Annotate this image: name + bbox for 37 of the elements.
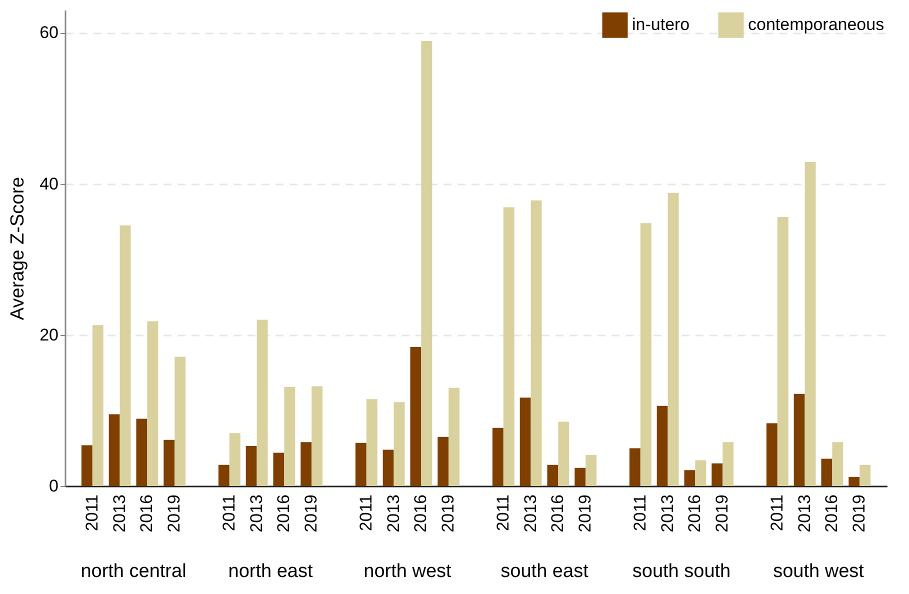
x-tick-label: 2016 <box>685 494 704 532</box>
y-axis-title: Average Z-Score <box>8 176 29 320</box>
x-tick-label: 2019 <box>850 494 869 532</box>
x-tick-label: 2011 <box>630 494 650 532</box>
x-tick-label: 2013 <box>384 494 403 532</box>
text: north east <box>228 561 314 582</box>
x-tick-label: 2019 <box>164 494 184 532</box>
text: north west <box>364 561 452 582</box>
y-tick-label: 40 <box>40 174 58 194</box>
y-tick-label: 0 <box>49 476 58 496</box>
text: south west <box>773 561 865 582</box>
text: north central <box>80 561 186 582</box>
x-tick-label: 2013 <box>794 494 814 532</box>
x-tick-label: 2016 <box>822 494 842 532</box>
x-tick-label: 2016 <box>411 494 430 532</box>
x-tick-label: 2011 <box>767 494 786 532</box>
x-tick-label: 2016 <box>274 494 294 532</box>
x-tick-label: 2011 <box>82 494 102 532</box>
x-tick-label: 2011 <box>493 494 512 532</box>
x-tick-label: 2016 <box>548 494 568 532</box>
x-tick-label: 2013 <box>246 494 266 532</box>
x-tick-label: 2011 <box>356 494 376 532</box>
y-tick-label: 20 <box>40 325 58 344</box>
text: south south <box>632 561 731 582</box>
x-tick-label: 2011 <box>219 494 238 532</box>
legend-label: in-utero <box>632 15 690 34</box>
x-tick-label: 2016 <box>137 494 156 532</box>
x-tick-label: 2013 <box>658 494 677 532</box>
x-tick-label: 2013 <box>110 494 129 532</box>
x-tick-label: 2019 <box>712 494 732 532</box>
legend-label: contemporaneous <box>748 15 884 34</box>
x-tick-label: 2019 <box>576 494 595 532</box>
x-tick-label: 2019 <box>438 494 458 532</box>
x-tick-label: 2013 <box>520 494 540 532</box>
text: south east <box>500 561 590 582</box>
y-tick-label: 60 <box>40 23 58 42</box>
x-tick-label: 2019 <box>302 494 321 532</box>
